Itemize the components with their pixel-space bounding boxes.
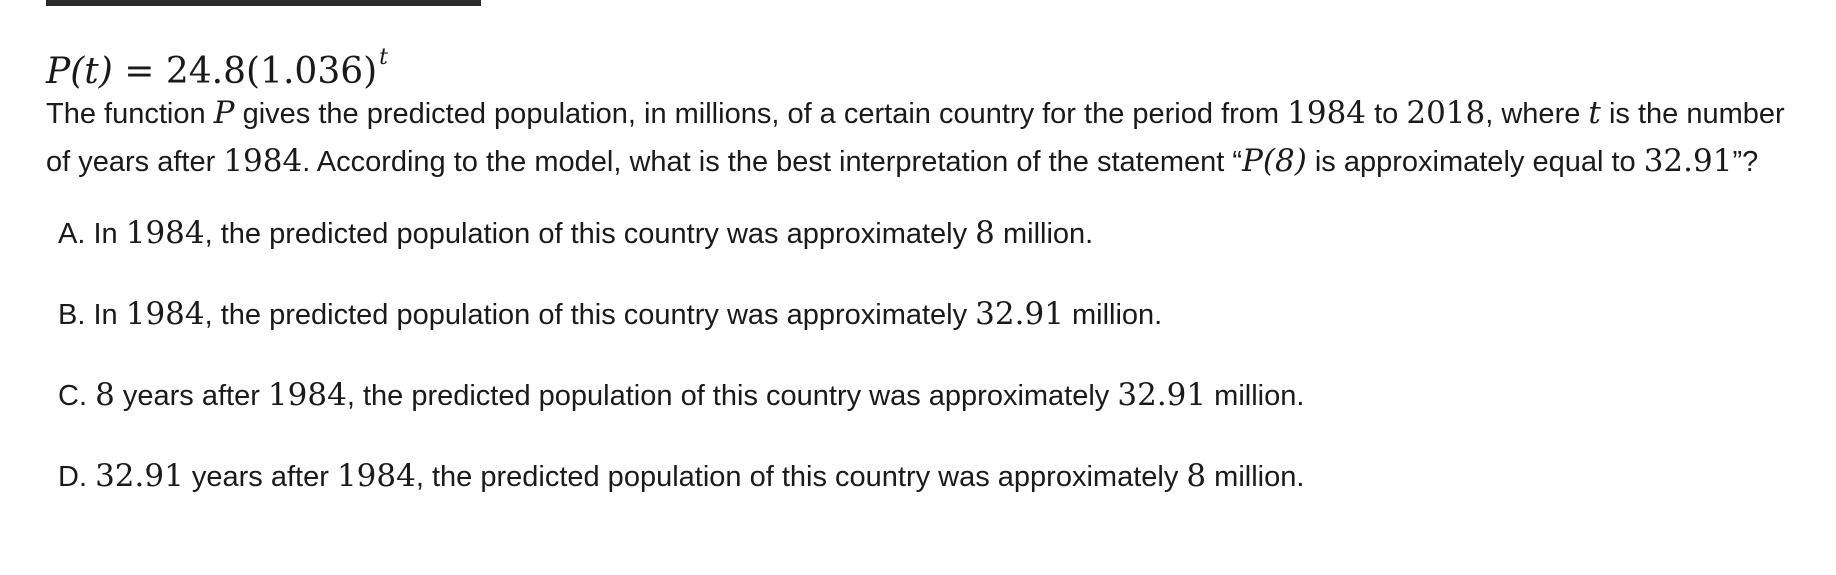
- function-formula: P(t) = 24.8(1.036)t: [46, 38, 1806, 92]
- formula-equals: =: [124, 51, 155, 92]
- choice-a[interactable]: A. In 1984, the predicted population of …: [58, 210, 1806, 257]
- choice-text: million.: [994, 218, 1094, 250]
- choice-text: , the predicted population of this count…: [415, 461, 1187, 493]
- choice-text: million.: [1206, 380, 1305, 412]
- choice-text: In: [85, 299, 126, 331]
- choice-math: 8: [95, 377, 115, 413]
- question-container: P(t) = 24.8(1.036)t The function P gives…: [46, 38, 1806, 500]
- formula-lhs: P(t): [46, 51, 113, 92]
- prompt-math: 1984: [223, 143, 303, 179]
- choice-letter: D.: [58, 461, 87, 493]
- choice-text: [87, 461, 95, 493]
- prompt-text: is the number of years after: [46, 98, 1785, 178]
- answer-choices: A. In 1984, the predicted population of …: [46, 210, 1806, 500]
- choice-c[interactable]: C. 8 years after 1984, the predicted pop…: [58, 372, 1806, 419]
- prompt-math: t: [1588, 95, 1601, 131]
- choice-math: 8: [1186, 458, 1207, 494]
- choice-math: 32.91: [1117, 377, 1207, 413]
- prompt-text: is approximately equal to: [1306, 146, 1644, 178]
- formula-exponent: t: [379, 45, 389, 70]
- choice-b[interactable]: B. In 1984, the predicted population of …: [58, 291, 1806, 338]
- prompt-math: 1984: [1287, 95, 1367, 131]
- choice-math: 1984: [336, 458, 416, 494]
- prompt-text: gives the predicted population, in milli…: [234, 98, 1288, 130]
- top-divider-bar: [46, 0, 481, 6]
- prompt-math: P(8): [1242, 143, 1307, 179]
- choice-text: In: [85, 218, 126, 250]
- choice-math: 32.91: [975, 296, 1064, 332]
- choice-math: 1984: [267, 377, 347, 413]
- question-prompt: The function P gives the predicted popul…: [46, 90, 1806, 186]
- prompt-text: The function: [46, 98, 214, 130]
- choice-text: , the predicted population of this count…: [204, 218, 976, 250]
- prompt-text: to: [1366, 98, 1407, 130]
- prompt-math: 32.91: [1643, 143, 1733, 179]
- choice-text: million.: [1206, 461, 1305, 493]
- choice-math: 32.91: [95, 458, 184, 494]
- choice-text: [87, 380, 95, 412]
- choice-math: 8: [975, 215, 995, 251]
- prompt-text: ”?: [1732, 146, 1759, 178]
- choice-letter: C.: [58, 380, 87, 412]
- choice-text: , the predicted population of this count…: [204, 299, 976, 331]
- formula-rhs: 24.8(1.036): [165, 51, 378, 92]
- choice-text: years after: [114, 380, 268, 412]
- choice-text: years after: [183, 461, 337, 493]
- choice-math: 1984: [125, 215, 205, 251]
- choice-text: , the predicted population of this count…: [346, 380, 1118, 412]
- choice-d[interactable]: D. 32.91 years after 1984, the predicted…: [58, 453, 1806, 500]
- prompt-math: 2018: [1406, 95, 1486, 131]
- prompt-text: , where: [1485, 98, 1589, 130]
- choice-math: 1984: [125, 296, 205, 332]
- choice-letter: A.: [58, 218, 86, 250]
- prompt-text: . According to the model, what is the be…: [302, 146, 1243, 178]
- prompt-math: P: [213, 95, 235, 131]
- choice-letter: B.: [58, 299, 86, 331]
- choice-text: million.: [1063, 299, 1163, 331]
